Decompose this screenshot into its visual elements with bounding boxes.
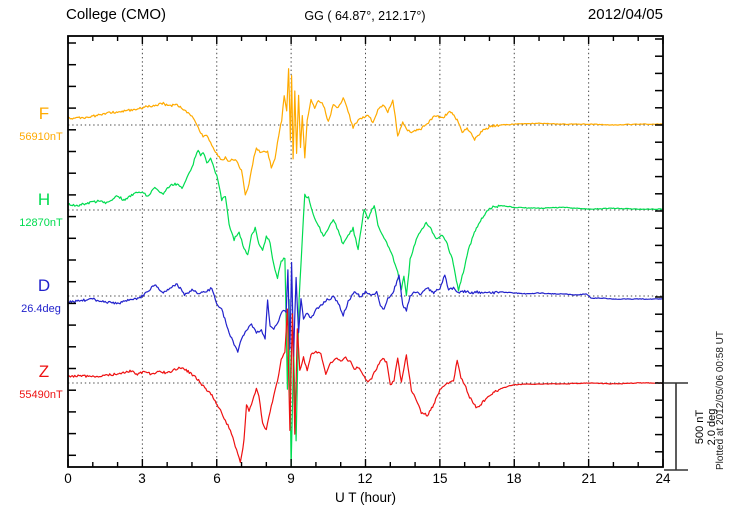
x-tick-3: 3 [138, 471, 146, 486]
geographic-coordinates: GG ( 64.87°, 212.17°) [304, 9, 426, 23]
x-tick-9: 9 [287, 471, 295, 486]
component-label-z: Z [38, 362, 50, 381]
component-value-f: 56910nT [19, 131, 63, 143]
component-label-d: D [37, 276, 51, 295]
component-label-f: F [38, 104, 50, 123]
scale-nt-line: 500 nT [694, 409, 706, 445]
x-tick-24: 24 [655, 471, 671, 486]
x-axis-title: U T (hour) [334, 490, 397, 505]
component-value-d: 26.4deg [21, 303, 61, 315]
x-tick-18: 18 [506, 471, 522, 486]
x-tick-0: 0 [64, 471, 72, 486]
component-value-h: 12870nT [19, 217, 63, 229]
component-value-z: 55490nT [19, 389, 63, 401]
plotted-timestamp: Plotted at 2012/05/06 00:58 UT [715, 331, 726, 470]
plot-date: 2012/04/05 [587, 6, 663, 23]
x-tick-21: 21 [581, 471, 597, 486]
x-tick-12: 12 [357, 471, 373, 486]
x-tick-15: 15 [432, 471, 448, 486]
x-tick-6: 6 [213, 471, 221, 486]
component-label-h: H [37, 190, 51, 209]
station-title: College (CMO) [66, 6, 167, 23]
